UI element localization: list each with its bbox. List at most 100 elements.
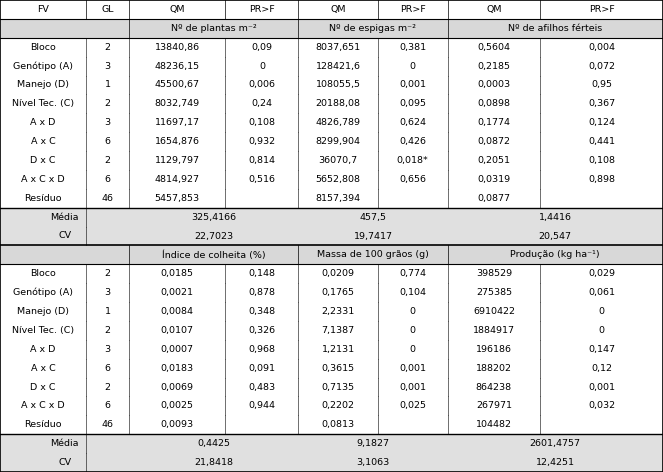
Text: 0,898: 0,898 xyxy=(588,175,615,184)
Text: 0,348: 0,348 xyxy=(249,307,275,316)
Text: Nível Tec. (C): Nível Tec. (C) xyxy=(12,326,74,335)
Text: 8157,394: 8157,394 xyxy=(316,194,361,203)
Text: 0,1765: 0,1765 xyxy=(322,288,355,297)
Text: 0,624: 0,624 xyxy=(399,118,426,127)
Text: 20188,08: 20188,08 xyxy=(316,99,361,109)
Bar xyxy=(0,245,663,264)
Text: 0,2051: 0,2051 xyxy=(477,156,511,165)
Text: CV: CV xyxy=(58,231,71,241)
Text: 8037,651: 8037,651 xyxy=(316,42,361,52)
Text: 0,001: 0,001 xyxy=(399,363,426,373)
Text: 0,2202: 0,2202 xyxy=(322,401,355,411)
Text: 0,814: 0,814 xyxy=(249,156,275,165)
Text: 0: 0 xyxy=(410,326,416,335)
Text: 0,108: 0,108 xyxy=(249,118,275,127)
Text: 3: 3 xyxy=(105,118,111,127)
Text: QM: QM xyxy=(170,5,185,14)
Text: Massa de 100 grãos (g): Massa de 100 grãos (g) xyxy=(317,250,429,260)
Text: D x C: D x C xyxy=(30,156,56,165)
Text: 0,0185: 0,0185 xyxy=(161,269,194,278)
Text: 0,0069: 0,0069 xyxy=(161,382,194,392)
Text: 0,061: 0,061 xyxy=(588,288,615,297)
Text: 22,7023: 22,7023 xyxy=(194,231,233,241)
Text: 0,018*: 0,018* xyxy=(397,156,428,165)
Text: Bloco: Bloco xyxy=(30,42,56,52)
Text: Bloco: Bloco xyxy=(30,269,56,278)
Bar xyxy=(0,19,663,38)
Text: 8032,749: 8032,749 xyxy=(154,99,200,109)
Text: 0,0898: 0,0898 xyxy=(477,99,511,109)
Text: 0: 0 xyxy=(599,307,605,316)
Text: 0,001: 0,001 xyxy=(399,80,426,90)
Text: 0,2185: 0,2185 xyxy=(477,61,511,71)
Text: 3,1063: 3,1063 xyxy=(356,458,390,467)
Text: 36070,7: 36070,7 xyxy=(318,156,358,165)
Text: 7,1387: 7,1387 xyxy=(322,326,355,335)
Text: 1: 1 xyxy=(105,80,111,90)
Text: 46: 46 xyxy=(101,194,114,203)
Text: Índice de colheita (%): Índice de colheita (%) xyxy=(162,250,266,260)
Text: 0,124: 0,124 xyxy=(588,118,615,127)
Text: 188202: 188202 xyxy=(476,363,512,373)
Text: 0,032: 0,032 xyxy=(588,401,615,411)
Text: 2: 2 xyxy=(105,42,111,52)
Text: 1129,797: 1129,797 xyxy=(155,156,200,165)
Text: Nº de afilhos férteis: Nº de afilhos férteis xyxy=(508,24,603,33)
Text: 0,0183: 0,0183 xyxy=(161,363,194,373)
Text: QM: QM xyxy=(486,5,502,14)
Text: 0,148: 0,148 xyxy=(249,269,275,278)
Text: FV: FV xyxy=(37,5,49,14)
Text: 0,381: 0,381 xyxy=(399,42,426,52)
Text: 2601,4757: 2601,4757 xyxy=(530,439,581,448)
Text: 0,006: 0,006 xyxy=(249,80,275,90)
Text: 0,656: 0,656 xyxy=(399,175,426,184)
Text: 2,2331: 2,2331 xyxy=(322,307,355,316)
Text: 5457,853: 5457,853 xyxy=(154,194,200,203)
Text: 0,108: 0,108 xyxy=(588,156,615,165)
Text: 9,1827: 9,1827 xyxy=(357,439,389,448)
Text: 45500,67: 45500,67 xyxy=(155,80,200,90)
Text: 0,025: 0,025 xyxy=(399,401,426,411)
Text: QM: QM xyxy=(330,5,346,14)
Bar xyxy=(0,208,663,227)
Text: 6910422: 6910422 xyxy=(473,307,515,316)
Text: 0,004: 0,004 xyxy=(588,42,615,52)
Text: 1,2131: 1,2131 xyxy=(322,345,355,354)
Text: Nº de espigas m⁻²: Nº de espigas m⁻² xyxy=(330,24,416,33)
Text: A x C: A x C xyxy=(30,363,56,373)
Text: 8299,904: 8299,904 xyxy=(316,137,361,146)
Text: 0: 0 xyxy=(259,61,265,71)
Text: Produção (kg ha⁻¹): Produção (kg ha⁻¹) xyxy=(511,250,600,260)
Text: 0,944: 0,944 xyxy=(249,401,275,411)
Text: 196186: 196186 xyxy=(476,345,512,354)
Text: 6: 6 xyxy=(105,137,111,146)
Text: PR>F: PR>F xyxy=(400,5,426,14)
Text: 0,878: 0,878 xyxy=(249,288,275,297)
Text: 0,095: 0,095 xyxy=(399,99,426,109)
Text: 0,001: 0,001 xyxy=(588,382,615,392)
Text: 5652,808: 5652,808 xyxy=(316,175,361,184)
Text: 398529: 398529 xyxy=(476,269,512,278)
Text: Genótipo (A): Genótipo (A) xyxy=(13,61,73,71)
Text: A x D: A x D xyxy=(30,345,56,354)
Text: 0,0003: 0,0003 xyxy=(477,80,511,90)
Text: 0,774: 0,774 xyxy=(399,269,426,278)
Text: 0,932: 0,932 xyxy=(249,137,275,146)
Text: 0: 0 xyxy=(599,326,605,335)
Text: 1: 1 xyxy=(105,307,111,316)
Text: Média: Média xyxy=(50,439,79,448)
Text: 3: 3 xyxy=(105,288,111,297)
Text: 1884917: 1884917 xyxy=(473,326,515,335)
Text: Genótipo (A): Genótipo (A) xyxy=(13,288,73,297)
Text: 2: 2 xyxy=(105,326,111,335)
Text: A x C: A x C xyxy=(30,137,56,146)
Text: 0,0872: 0,0872 xyxy=(477,137,511,146)
Text: 0,24: 0,24 xyxy=(251,99,272,109)
Text: 12,4251: 12,4251 xyxy=(536,458,575,467)
Text: A x D: A x D xyxy=(30,118,56,127)
Text: 0: 0 xyxy=(410,61,416,71)
Text: 104482: 104482 xyxy=(476,420,512,430)
Text: 0,09: 0,09 xyxy=(251,42,272,52)
Text: Nº de plantas m⁻²: Nº de plantas m⁻² xyxy=(171,24,257,33)
Text: 0: 0 xyxy=(410,307,416,316)
